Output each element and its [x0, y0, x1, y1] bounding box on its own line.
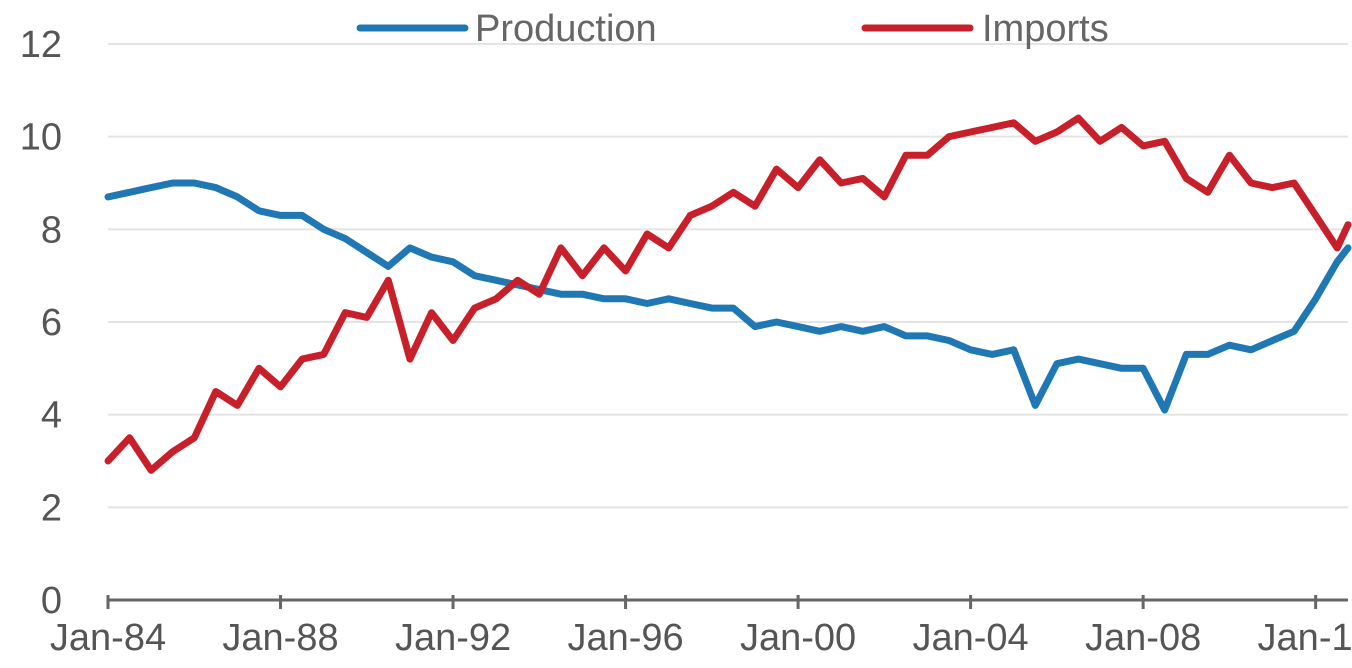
series — [104, 114, 1352, 474]
x-axis: Jan-84 Jan-88 Jan-92 Jan-96 Jan-00 Jan-04 Jan-… — [50, 595, 1352, 659]
legend: Production Imports — [356, 8, 1109, 50]
y-tick-label: 6 — [41, 302, 62, 344]
x-tick-label: Jan-00 — [740, 617, 856, 659]
y-tick-label: 8 — [41, 209, 62, 251]
y-tick-label: 0 — [41, 580, 62, 622]
legend-item-production: Production — [356, 8, 657, 50]
series-line-imports — [104, 114, 1352, 474]
gridlines — [108, 43, 1348, 509]
x-tick-label: Jan-88 — [222, 617, 338, 659]
legend-label: Imports — [982, 8, 1109, 50]
legend-label: Production — [475, 8, 657, 50]
x-tick-label: Jan-92 — [395, 617, 511, 659]
x-tick-label: Jan-96 — [567, 617, 683, 659]
y-axis: 0 2 4 6 8 10 12 — [20, 24, 62, 622]
y-tick-label: 12 — [20, 24, 62, 66]
y-tick-label: 2 — [41, 487, 62, 529]
x-tick-label: Jan-08 — [1085, 617, 1201, 659]
legend-item-imports: Imports — [861, 8, 1109, 50]
x-tick-label: Jan-84 — [50, 617, 166, 659]
x-tick-label: Jan-12 — [1258, 617, 1352, 659]
x-tick-label: Jan-04 — [913, 617, 1029, 659]
y-tick-label: 4 — [41, 395, 62, 437]
series-line-production — [104, 179, 1352, 414]
y-tick-label: 10 — [20, 117, 62, 159]
